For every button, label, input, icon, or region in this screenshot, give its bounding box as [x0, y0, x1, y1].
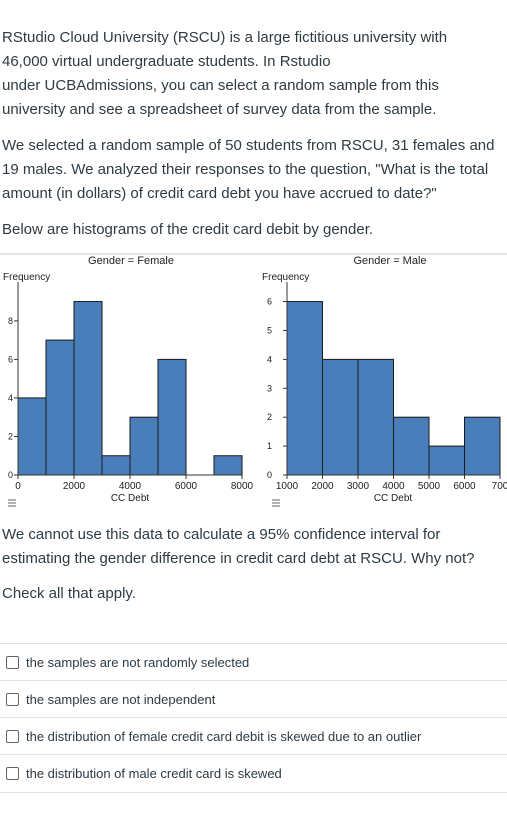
- x-tick-label: 6000: [453, 481, 476, 492]
- y-tick-label: 2: [8, 431, 13, 441]
- y-tick-label: 4: [267, 354, 272, 364]
- y-tick-label: 5: [267, 325, 272, 335]
- histogram-bar: [45, 339, 75, 476]
- checkbox[interactable]: [6, 729, 19, 743]
- option-not-independent[interactable]: the samples are not independent: [0, 680, 507, 717]
- instruction: Check all that apply.: [2, 582, 507, 606]
- sample-line: amount (in dollars) of credit card debt …: [2, 185, 437, 202]
- histograms-figure: Gender = Female Frequency 0 2 4 6 8 0 2000 4000 60…: [0, 250, 507, 515]
- x-tick-label: 4000: [119, 481, 142, 492]
- y-axis-label: Frequency: [262, 272, 309, 283]
- sample-line: We selected a random sample of 50 studen…: [2, 137, 495, 154]
- y-tick-label: 3: [267, 383, 272, 393]
- histogram-bar: [157, 358, 187, 476]
- option-not-random[interactable]: the samples are not randomly selected: [0, 643, 507, 680]
- y-tick-label: 1: [267, 441, 272, 451]
- histogram-bar: [17, 397, 47, 476]
- question-paragraph: We cannot use this data to calculate a 9…: [2, 523, 507, 571]
- y-tick-label: 8: [8, 316, 13, 326]
- y-tick-label: 0: [8, 470, 13, 480]
- histogram-bar: [213, 455, 243, 476]
- answer-options: the samples are not randomly selected th…: [0, 643, 507, 793]
- option-label: the samples are not independent: [26, 691, 216, 707]
- x-tick-label: 2000: [311, 481, 334, 492]
- x-tick-label: 2000: [63, 481, 86, 492]
- instruction-text: Check all that apply.: [2, 585, 136, 602]
- x-axis-label: CC Debt: [374, 493, 413, 504]
- question-line: estimating the gender difference in cred…: [2, 550, 475, 567]
- intro-line: RStudio Cloud University (RSCU) is a lar…: [2, 29, 448, 46]
- intro-line: university and see a spreadsheet of surv…: [2, 101, 437, 118]
- x-tick-label: 0: [15, 481, 21, 492]
- x-tick-label: 8000: [231, 481, 254, 492]
- y-tick-label: 6: [8, 354, 13, 364]
- histogram-bar: [357, 358, 394, 476]
- x-tick-label: 4000: [382, 481, 405, 492]
- y-axis-label: Frequency: [3, 272, 50, 283]
- histogram-bar: [73, 301, 103, 476]
- sample-paragraph: We selected a random sample of 50 studen…: [2, 134, 507, 206]
- x-axis-label: CC Debt: [111, 493, 150, 504]
- histogram-bar: [428, 445, 465, 476]
- checkbox[interactable]: [6, 767, 19, 780]
- sample-line: 19 males. We analyzed their responses to…: [2, 161, 489, 178]
- checkbox[interactable]: [6, 655, 19, 669]
- intro-line: 46,000 virtual undergraduate students. I…: [2, 53, 331, 70]
- histogram-bar: [101, 455, 131, 476]
- y-tick-label: 4: [8, 393, 13, 403]
- histogram-bar: [322, 358, 359, 476]
- panel-title: Gender = Female: [88, 255, 174, 267]
- intro-line: under UCBAdmissions, you can select a ra…: [2, 77, 439, 94]
- option-female-outlier[interactable]: the distribution of female credit card d…: [0, 717, 507, 754]
- histogram-bar: [286, 301, 323, 476]
- x-tick-label: 6000: [175, 481, 198, 492]
- y-tick-label: 0: [267, 470, 272, 480]
- option-label: the samples are not randomly selected: [26, 654, 250, 670]
- checkbox[interactable]: [6, 692, 19, 706]
- histogram-bar: [464, 416, 501, 476]
- y-tick-label: 6: [267, 297, 272, 307]
- histogram-bar: [393, 416, 430, 476]
- question-line: We cannot use this data to calculate a 9…: [2, 526, 441, 543]
- intro-paragraph: RStudio Cloud University (RSCU) is a lar…: [2, 26, 507, 122]
- histogram-intro: Below are histograms of the credit card …: [2, 218, 507, 242]
- x-tick-label: 5000: [418, 481, 441, 492]
- y-tick-label: 2: [267, 412, 272, 422]
- option-label: the distribution of male credit card is …: [26, 766, 282, 781]
- x-tick-label: 3000: [347, 481, 370, 492]
- x-tick-label: 700: [492, 481, 507, 492]
- histogram-intro-text: Below are histograms of the credit card …: [2, 221, 374, 238]
- panel-title: Gender = Male: [353, 255, 426, 267]
- x-tick-label: 1000: [276, 481, 299, 492]
- option-label: the distribution of female credit card d…: [26, 728, 422, 744]
- histogram-bar: [129, 416, 159, 476]
- option-male-skewed[interactable]: the distribution of male credit card is …: [0, 754, 507, 793]
